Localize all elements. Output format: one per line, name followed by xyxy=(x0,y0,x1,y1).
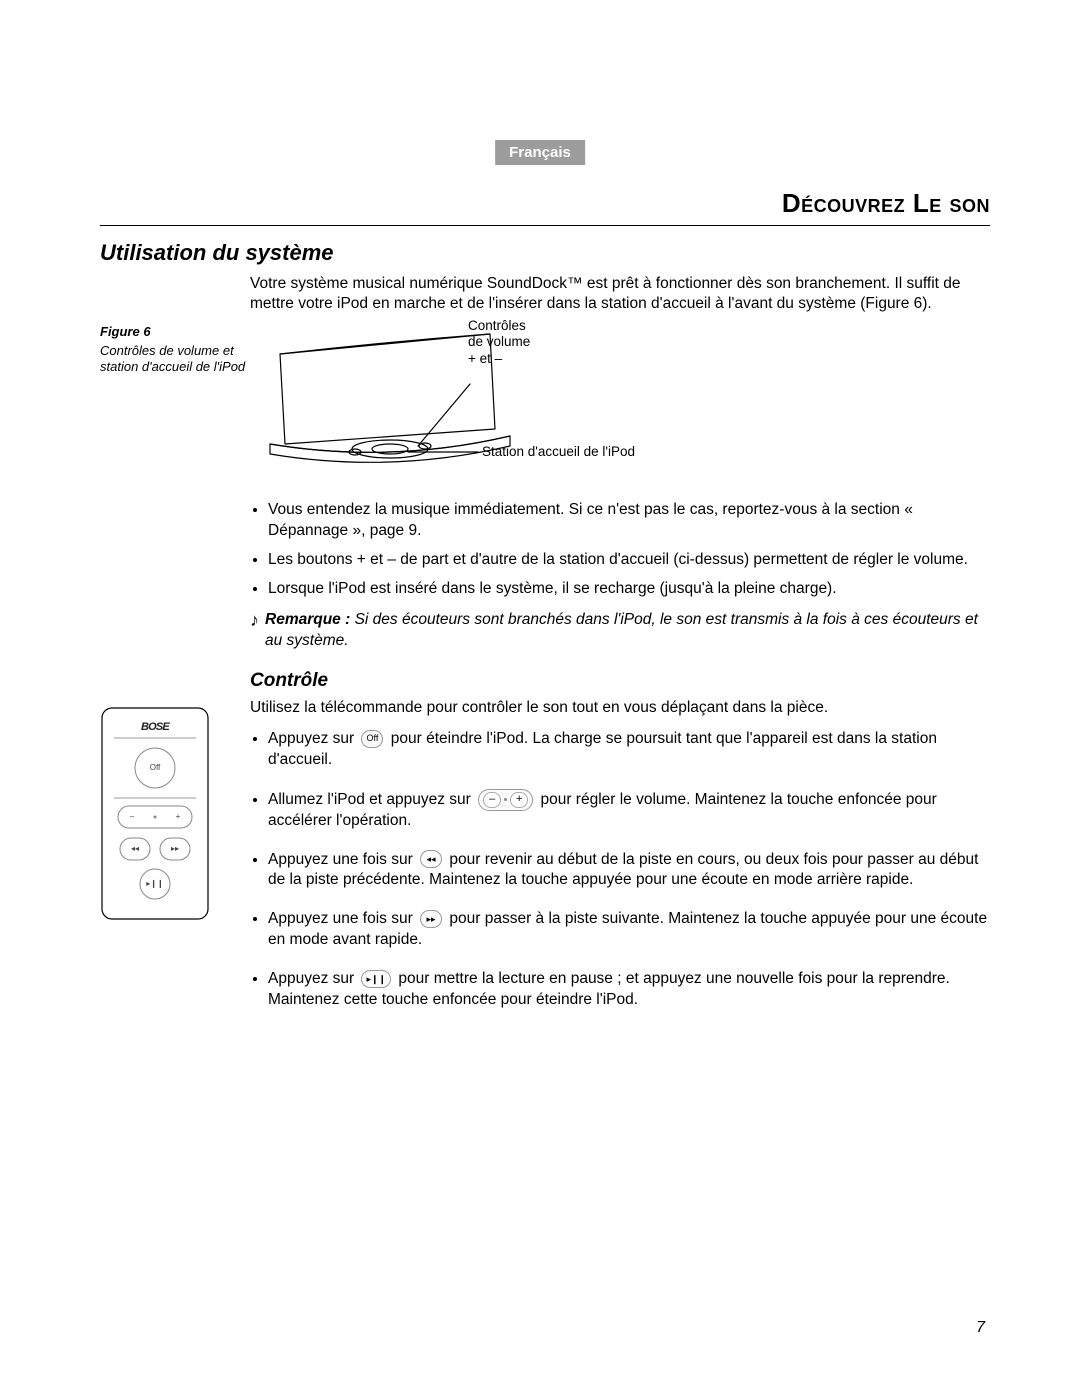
svg-text:+: + xyxy=(176,812,181,821)
manual-page: Français Découvrez Le son Utilisation du… xyxy=(0,0,1080,1397)
page-title: Découvrez Le son xyxy=(100,188,990,219)
list-item: Allumez l'iPod et appuyez sur – + pour r… xyxy=(268,789,990,832)
controle-item-pre: Appuyez sur xyxy=(268,970,358,987)
subheading-controle: Contrôle xyxy=(250,670,990,692)
volume-plus-icon: + xyxy=(510,792,528,808)
controle-section: BOSE Off – + ◂◂ ▸▸ ▸❙❙ Cont xyxy=(100,670,990,1011)
figure-6-annot-dock: Station d'accueil de l'iPod xyxy=(482,444,682,460)
dot-icon xyxy=(504,798,507,801)
figure-6-label: Figure 6 xyxy=(100,324,255,340)
list-item: Appuyez sur ▸❙❙ pour mettre la lecture e… xyxy=(268,969,990,1011)
svg-text:▸❙❙: ▸❙❙ xyxy=(146,879,163,888)
controle-item-pre: Appuyez une fois sur xyxy=(268,851,417,868)
controle-item-pre: Appuyez une fois sur xyxy=(268,910,417,927)
controle-intro: Utilisez la télécommande pour contrôler … xyxy=(250,698,990,719)
note-text-wrap: Remarque : Si des écouteurs sont branché… xyxy=(265,610,990,652)
bullets-after-figure: Vous entendez la musique immédiatement. … xyxy=(250,500,990,600)
list-item: Lorsque l'iPod est inséré dans le systèm… xyxy=(268,579,990,600)
svg-text:◂◂: ◂◂ xyxy=(131,844,139,853)
next-track-icon: ▸▸ xyxy=(420,910,442,928)
off-button-icon: Off xyxy=(361,730,383,748)
svg-text:–: – xyxy=(130,812,135,821)
language-tab: Français xyxy=(495,140,585,165)
list-item: Appuyez une fois sur ▸▸ pour passer à la… xyxy=(268,909,990,951)
controle-item-pre: Appuyez sur xyxy=(268,730,358,747)
remote-icon: BOSE Off – + ◂◂ ▸▸ ▸❙❙ xyxy=(100,706,210,921)
note-label: Remarque : xyxy=(265,611,350,628)
section-heading-usage: Utilisation du système xyxy=(100,240,990,266)
svg-text:Off: Off xyxy=(150,763,161,772)
note-text: Si des écouteurs sont branchés dans l'iP… xyxy=(265,611,978,649)
figure-6-annot-volume-l3: + et – xyxy=(468,351,558,367)
title-rule xyxy=(100,225,990,226)
volume-minus-icon: – xyxy=(483,792,501,808)
figure-6-annot-volume-l2: de volume xyxy=(468,334,558,350)
play-pause-icon: ▸❙❙ xyxy=(361,970,391,988)
page-number: 7 xyxy=(976,1319,985,1337)
prev-track-icon: ◂◂ xyxy=(420,850,442,868)
list-item: Vous entendez la musique immédiatement. … xyxy=(268,500,990,542)
figure-6-annot-volume: Contrôles de volume + et – xyxy=(468,318,558,367)
figure-6-caption: Figure 6 Contrôles de volume et station … xyxy=(100,324,255,375)
figure-6-annot-volume-l1: Contrôles xyxy=(468,318,558,334)
controle-item-pre: Allumez l'iPod et appuyez sur xyxy=(268,791,475,808)
svg-text:▸▸: ▸▸ xyxy=(171,844,179,853)
figure-6-illustration: Contrôles de volume + et – Station d'acc… xyxy=(260,324,560,474)
note-row: ♪ Remarque : Si des écouteurs sont branc… xyxy=(250,610,990,652)
bullets-after-figure-wrap: Vous entendez la musique immédiatement. … xyxy=(250,500,990,652)
remote-brand-text: BOSE xyxy=(141,721,170,733)
controle-bullets: Appuyez sur Off pour éteindre l'iPod. La… xyxy=(250,729,990,1011)
controle-body: Utilisez la télécommande pour contrôler … xyxy=(250,698,990,1011)
figure-6-row: Figure 6 Contrôles de volume et station … xyxy=(100,324,990,484)
list-item: Appuyez une fois sur ◂◂ pour revenir au … xyxy=(268,850,990,892)
volume-buttons-icon: – + xyxy=(478,789,533,811)
music-note-icon: ♪ xyxy=(250,611,259,629)
list-item: Les boutons + et – de part et d'autre de… xyxy=(268,550,990,571)
list-item: Appuyez sur Off pour éteindre l'iPod. La… xyxy=(268,729,990,771)
intro-paragraph: Votre système musical numérique SoundDoc… xyxy=(250,274,990,314)
figure-6-description: Contrôles de volume et station d'accueil… xyxy=(100,343,245,374)
intro-paragraph-wrap: Votre système musical numérique SoundDoc… xyxy=(250,274,990,314)
remote-illustration: BOSE Off – + ◂◂ ▸▸ ▸❙❙ xyxy=(100,706,210,921)
